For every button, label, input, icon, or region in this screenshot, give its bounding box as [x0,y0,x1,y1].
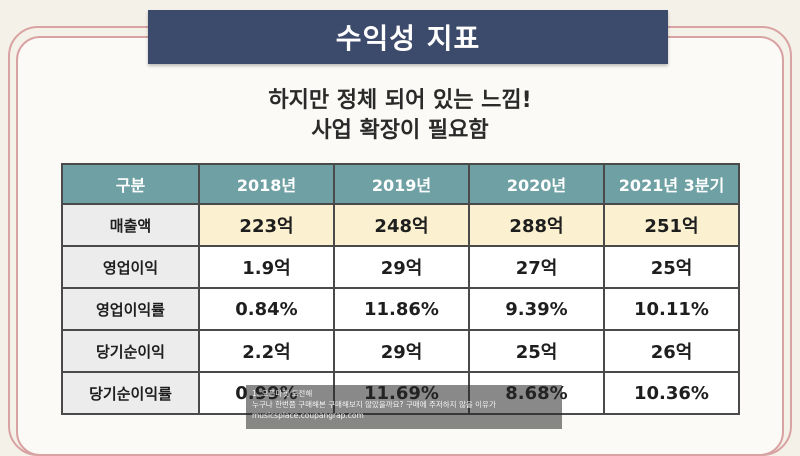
row-label: 매출액 [61,203,200,247]
table-cell: 248억 [333,203,470,247]
table-row: 영업이익 1.9억 29억 27억 25억 [61,245,740,289]
table-row: 당기순이익 2.2억 29억 25억 26억 [61,329,740,373]
table-row: 영업이익률 0.84% 11.86% 9.39% 10.11% [61,287,740,331]
table-cell: 9.39% [468,287,605,331]
slide-title-text: 수익성 지표 [335,22,481,55]
row-label: 영업이익률 [61,287,200,331]
overlay-line-1: 1. 오픈마켓 도전해 [252,389,313,398]
header-2021-q3: 2021년 3분기 [603,163,740,205]
header-2020: 2020년 [468,163,605,205]
table-cell: 2.2억 [198,329,335,373]
table-cell: 11.86% [333,287,470,331]
subtitle-line-2: 사업 확장이 필요함 [311,118,489,143]
row-label: 당기순이익률 [61,371,200,415]
caption-overlay: 1. 오픈마켓 도전해 누구나 한번쯤 구매해본 구매해보지 않았을까요? 구매… [246,385,562,429]
table-cell: 288억 [468,203,605,247]
table-cell: 29억 [333,329,470,373]
table-cell: 29억 [333,245,470,289]
row-label: 영업이익 [61,245,200,289]
header-2018: 2018년 [198,163,335,205]
table-cell: 0.84% [198,287,335,331]
table-cell: 25억 [603,245,740,289]
profitability-table: 구분 2018년 2019년 2020년 2021년 3분기 매출액 223억 … [61,163,740,415]
table-cell: 251억 [603,203,740,247]
row-label: 당기순이익 [61,329,200,373]
table-header-row: 구분 2018년 2019년 2020년 2021년 3분기 [61,163,740,205]
subtitle-line-1: 하지만 정체 되어 있는 느낌! [268,88,532,113]
table-row: 매출액 223억 248억 288억 251억 [61,203,740,247]
header-category: 구분 [61,163,200,205]
table-cell: 27억 [468,245,605,289]
table-cell: 10.36% [603,371,740,415]
table-cell: 223억 [198,203,335,247]
overlay-line-2: 누구나 한번쯤 구매해본 구매해보지 않았을까요? 구매에 주저하지 않을 이유… [252,400,496,409]
header-2019: 2019년 [333,163,470,205]
slide-title: 수익성 지표 [148,10,668,64]
table-cell: 25억 [468,329,605,373]
overlay-line-3: musicsplace.coupangrap.com [252,411,364,420]
table-cell: 26억 [603,329,740,373]
table-cell: 1.9억 [198,245,335,289]
table-cell: 10.11% [603,287,740,331]
